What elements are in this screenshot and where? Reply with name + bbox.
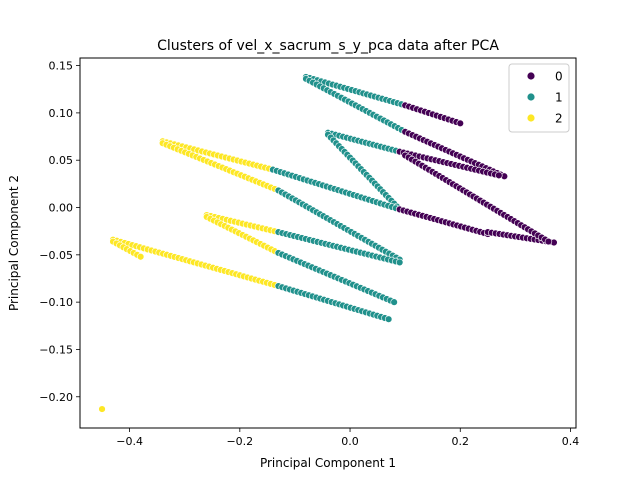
data-point: [495, 171, 503, 180]
x-axis-label: Principal Component 1: [260, 456, 396, 470]
legend-box: [508, 63, 570, 133]
legend: 0 1 2: [508, 63, 570, 133]
legend-label: 1: [555, 91, 563, 105]
x-tick-label: 0.4: [562, 435, 580, 448]
legend-marker: [527, 114, 535, 122]
legend-marker: [527, 72, 535, 80]
data-point: [384, 315, 393, 323]
x-tick-label: 0.2: [452, 435, 470, 448]
x-tick-label: −0.4: [116, 435, 143, 448]
data-point: [544, 237, 553, 246]
x-tick-label: 0.0: [341, 435, 359, 448]
y-axis-label: Principal Component 2: [7, 175, 21, 311]
data-point: [395, 258, 404, 267]
data-point: [136, 253, 145, 261]
y-tick-label: −0.20: [39, 391, 73, 404]
legend-label: 2: [555, 112, 563, 126]
legend-label: 0: [555, 70, 563, 84]
y-tick-label: 0.10: [49, 107, 74, 120]
y-tick-label: 0.15: [49, 60, 74, 73]
plot-frame: [79, 57, 577, 429]
data-point: [98, 405, 106, 413]
y-tick-label: −0.15: [39, 343, 73, 356]
plot-points: [98, 73, 558, 413]
data-point: [456, 119, 464, 127]
y-tick-label: −0.05: [39, 249, 73, 262]
y-tick-label: −0.10: [39, 296, 73, 309]
y-tick-label: 0.00: [49, 202, 74, 215]
legend-marker: [527, 93, 535, 101]
data-point: [390, 298, 398, 306]
y-tick-label: 0.05: [49, 154, 74, 167]
x-axis: −0.4 −0.2 0.0 0.2 0.4: [116, 428, 579, 448]
chart-title: Clusters of vel_x_sacrum_s_y_pca data af…: [157, 38, 499, 54]
x-tick-label: −0.2: [226, 435, 253, 448]
y-axis: 0.15 0.10 0.05 0.00 −0.05 −0.10 −0.15 −0.20: [39, 60, 80, 404]
